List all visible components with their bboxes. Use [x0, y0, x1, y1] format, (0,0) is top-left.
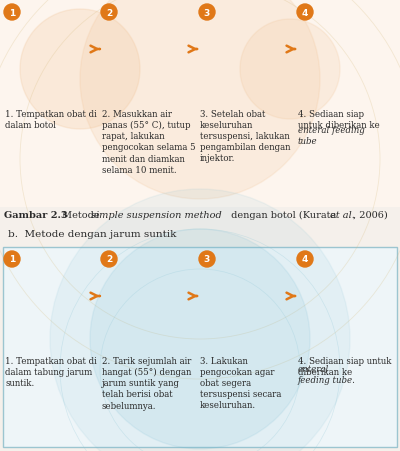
Text: Gambar 2.3: Gambar 2.3 [4, 211, 68, 220]
Bar [0, 207, 400, 226]
Circle shape [101, 252, 117, 267]
Text: Metode: Metode [62, 211, 103, 220]
Text: 1: 1 [9, 255, 15, 264]
Text: 1. Tempatkan obat di
dalam botol: 1. Tempatkan obat di dalam botol [5, 110, 97, 130]
Text: simple suspension method: simple suspension method [91, 211, 222, 220]
Text: 2. Masukkan air
panas (55° C), tutup
rapat, lakukan
pengocokan selama 5
menit da: 2. Masukkan air panas (55° C), tutup rap… [102, 110, 196, 174]
Text: , 2006): , 2006) [353, 211, 388, 220]
Text: enteral
feeding tube.: enteral feeding tube. [298, 364, 356, 384]
Text: 4. Sediaan siap untuk
diberikan ke: 4. Sediaan siap untuk diberikan ke [298, 356, 392, 376]
Text: 4: 4 [302, 9, 308, 18]
Circle shape [80, 0, 320, 199]
FancyBboxPatch shape [3, 248, 397, 447]
Text: 4. Sediaan siap
untuk diberikan ke: 4. Sediaan siap untuk diberikan ke [298, 110, 380, 141]
Circle shape [101, 5, 117, 21]
Text: 3: 3 [204, 255, 210, 264]
Text: 2. Tarik sejumlah air
hangat (55°) dengan
jarum suntik yang
telah berisi obat
se: 2. Tarik sejumlah air hangat (55°) denga… [102, 356, 191, 410]
Text: 3: 3 [204, 9, 210, 18]
Text: 1. Tempatkan obat di
dalam tabung jarum
suntik.: 1. Tempatkan obat di dalam tabung jarum … [5, 356, 97, 387]
Bar [0, 0, 400, 207]
Text: enteral feeding
tube: enteral feeding tube [298, 125, 365, 145]
Bar [0, 226, 400, 246]
Text: 3. Setelah obat
keseluruhan
tersuspensi, lakukan
pengambilan dengan
injektor.: 3. Setelah obat keseluruhan tersuspensi,… [200, 110, 290, 163]
Circle shape [4, 252, 20, 267]
Text: et al.: et al. [330, 211, 355, 220]
Text: 4: 4 [302, 255, 308, 264]
Circle shape [297, 5, 313, 21]
Circle shape [240, 20, 340, 120]
Text: 2: 2 [106, 9, 112, 18]
Text: b.  Metode dengan jarum suntik: b. Metode dengan jarum suntik [8, 230, 176, 239]
Circle shape [199, 5, 215, 21]
Text: 3. Lakukan
pengocokan agar
obat segera
tersuspensi secara
keseluruhan.: 3. Lakukan pengocokan agar obat segera t… [200, 356, 281, 410]
Circle shape [50, 189, 350, 451]
Circle shape [4, 5, 20, 21]
Circle shape [20, 10, 140, 130]
Text: 1: 1 [9, 9, 15, 18]
Text: 2: 2 [106, 255, 112, 264]
Text: dengan botol (Kurata: dengan botol (Kurata [228, 211, 339, 220]
Circle shape [90, 230, 310, 449]
Circle shape [199, 252, 215, 267]
Circle shape [297, 252, 313, 267]
